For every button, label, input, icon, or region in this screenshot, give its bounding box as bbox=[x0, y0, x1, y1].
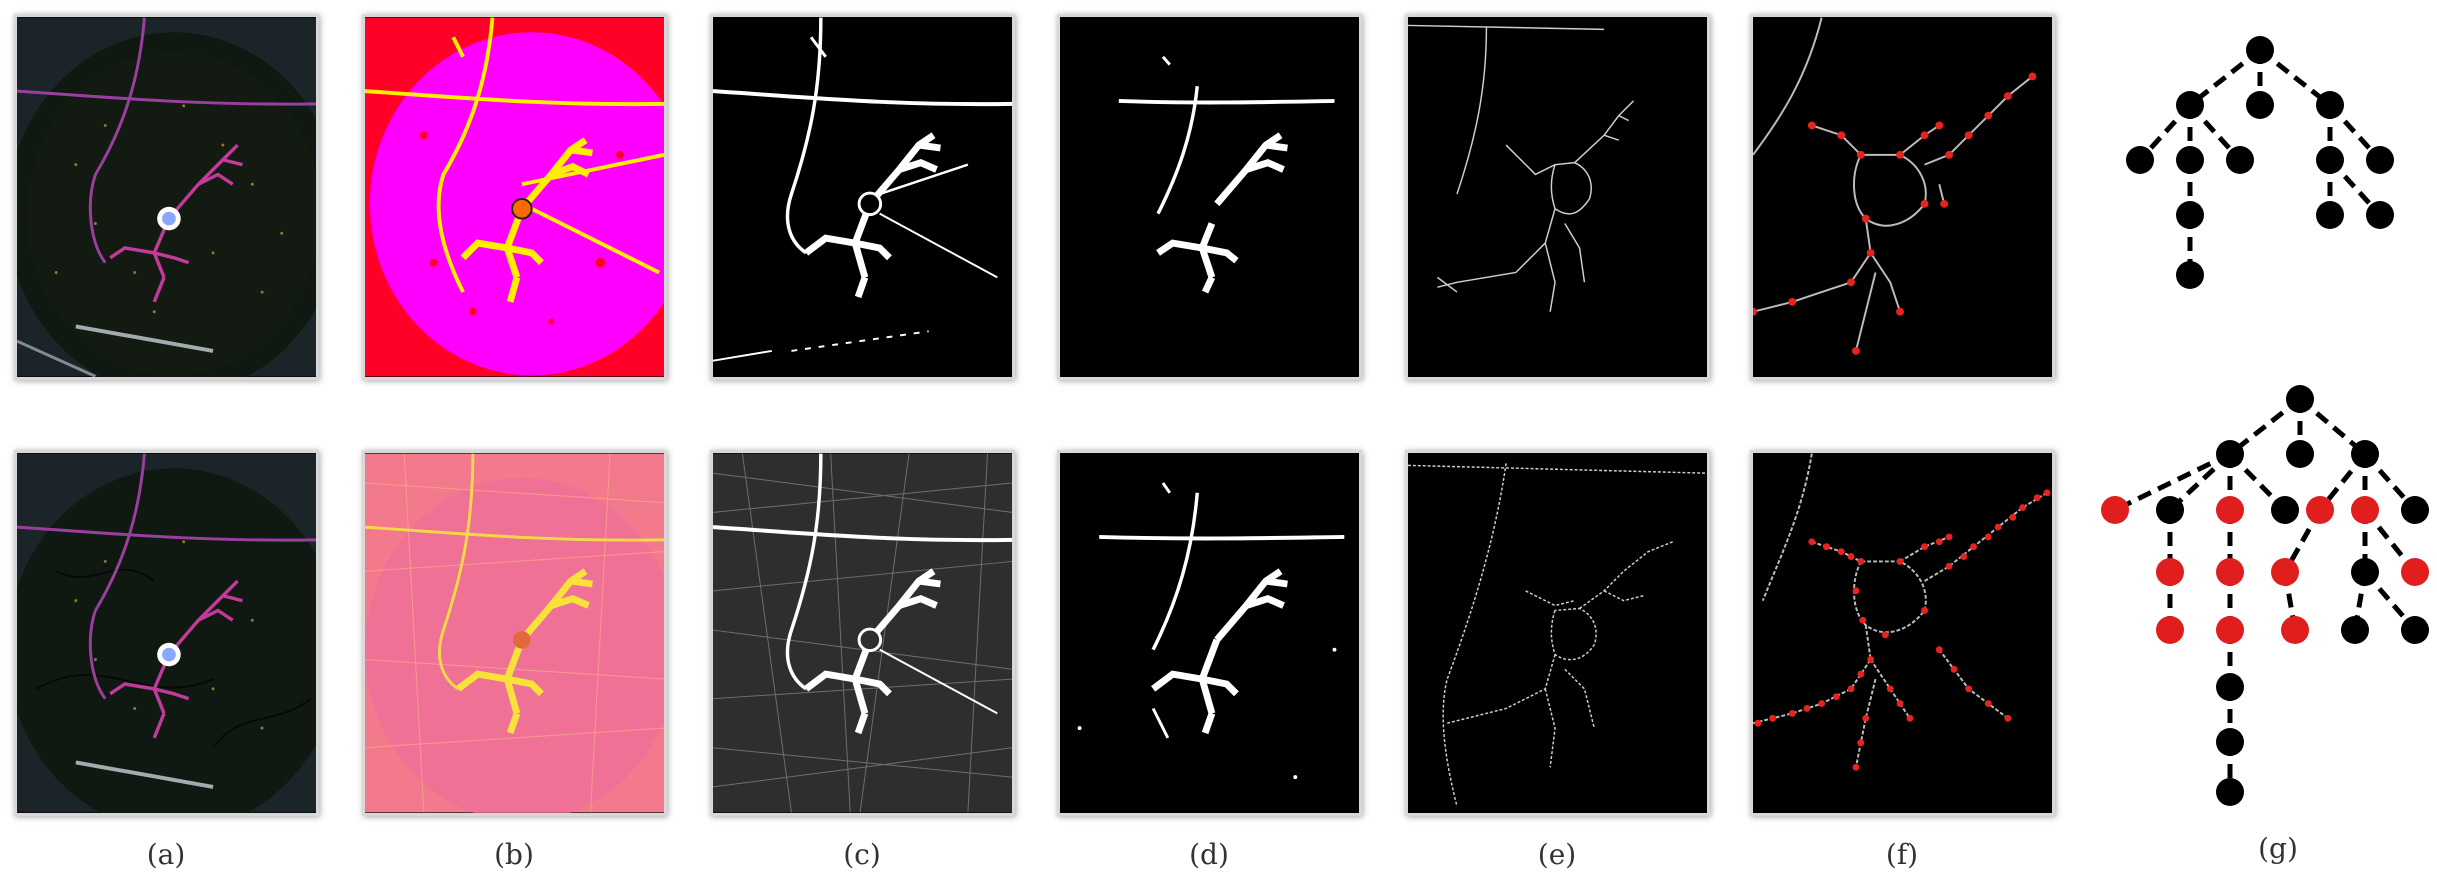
label-g: (g) bbox=[2258, 832, 2298, 865]
panel-c-bottom-image bbox=[713, 453, 1012, 813]
panel-b-top bbox=[362, 14, 667, 380]
panel-e-top-image bbox=[1408, 17, 1707, 377]
panel-c-top bbox=[710, 14, 1015, 380]
label-c: (c) bbox=[843, 838, 881, 871]
label-b: (b) bbox=[494, 838, 534, 871]
tree-graph-top-icon bbox=[2110, 20, 2410, 300]
label-d: (d) bbox=[1189, 838, 1229, 871]
panel-d-top-image bbox=[1060, 17, 1359, 377]
panel-f-bottom bbox=[1750, 450, 2055, 816]
label-f: (f) bbox=[1885, 838, 1919, 871]
panel-d-top bbox=[1057, 14, 1362, 380]
panel-c-top-image bbox=[713, 17, 1012, 377]
panel-a-bottom-image bbox=[17, 453, 316, 813]
panel-c-bottom bbox=[710, 450, 1015, 816]
label-a: (a) bbox=[146, 838, 186, 871]
panel-f-bottom-image bbox=[1753, 453, 2052, 813]
label-e: (e) bbox=[1537, 838, 1577, 871]
panel-f-top-image bbox=[1753, 17, 2052, 377]
panel-b-bottom-image bbox=[365, 453, 664, 813]
panel-b-bottom bbox=[362, 450, 667, 816]
panel-e-top bbox=[1405, 14, 1710, 380]
tree-graph-bottom-icon bbox=[2060, 372, 2435, 812]
panel-a-top-image bbox=[17, 17, 316, 377]
panel-e-bottom bbox=[1405, 450, 1710, 816]
panel-d-bottom-image bbox=[1060, 453, 1359, 813]
panel-d-bottom bbox=[1057, 450, 1362, 816]
panel-a-bottom bbox=[14, 450, 319, 816]
panel-b-top-image bbox=[365, 17, 664, 377]
panel-f-top bbox=[1750, 14, 2055, 380]
panel-e-bottom-image bbox=[1408, 453, 1707, 813]
panel-a-top bbox=[14, 14, 319, 380]
